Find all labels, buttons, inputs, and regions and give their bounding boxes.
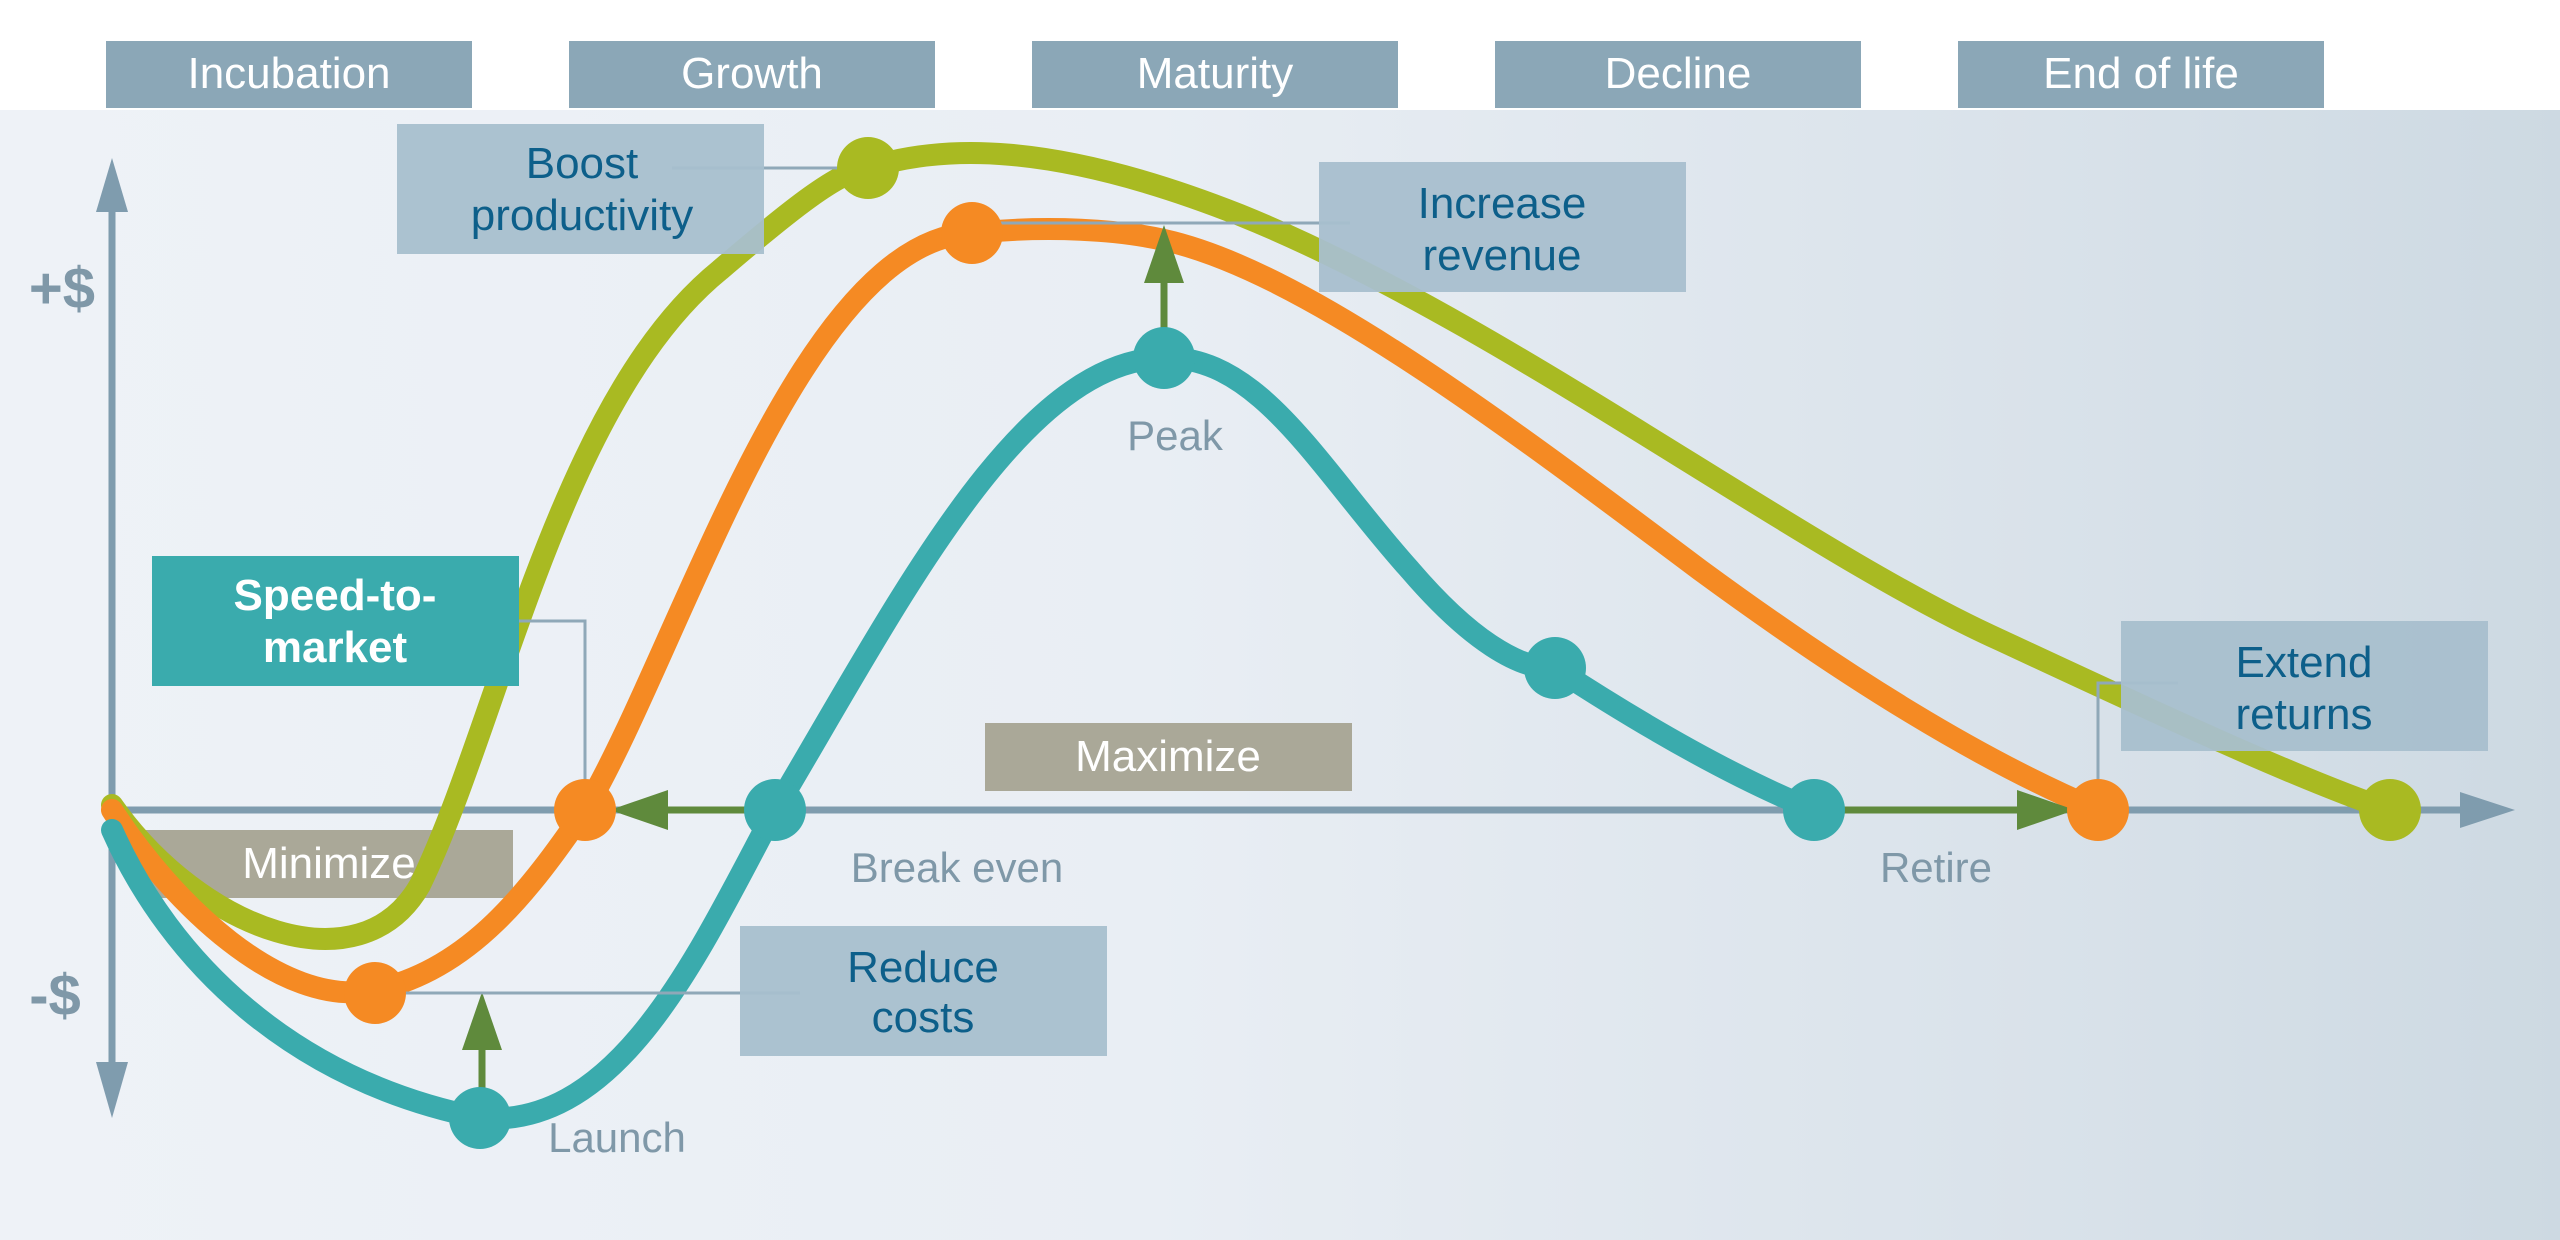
phase-label-decline: Decline	[1605, 49, 1752, 98]
y-axis: +$ -$	[29, 158, 128, 1118]
y-axis-plus-label: +$	[29, 256, 95, 321]
phase-label-maturity: Maturity	[1137, 49, 1293, 98]
minimize-box: Minimize	[145, 830, 513, 898]
x-axis-arrow-icon	[2460, 792, 2515, 828]
break-even-label: Break even	[851, 844, 1063, 891]
phase-label-end-of-life: End of life	[2043, 49, 2239, 98]
green-end-point	[2359, 779, 2421, 841]
maximize-label: Maximize	[1075, 732, 1261, 781]
orange-break-even-point	[554, 779, 616, 841]
curve-points	[344, 137, 2421, 1149]
teal-break-even-point	[744, 779, 806, 841]
x-axis	[112, 792, 2515, 828]
break-even-left-arrow-icon	[610, 790, 760, 830]
phase-headers: Incubation Growth Maturity Decline End o…	[106, 41, 2324, 108]
green-curve	[101, 142, 2401, 950]
phase-end-of-life: End of life	[1958, 41, 2324, 108]
orange-peak-point	[941, 202, 1003, 264]
phase-label-incubation: Incubation	[187, 49, 390, 98]
minimize-label: Minimize	[242, 839, 416, 888]
teal-retire-point	[1783, 779, 1845, 841]
orange-trough-point	[344, 962, 406, 1024]
phase-maturity: Maturity	[1032, 41, 1398, 108]
extend-callout: Extend returns	[2121, 621, 2488, 751]
retire-label: Retire	[1880, 844, 1992, 891]
retire-right-arrow-icon	[1830, 790, 2075, 830]
boost-callout: Boost productivity	[397, 124, 764, 254]
launch-label: Launch	[548, 1114, 686, 1161]
speed-callout: Speed-to- market	[152, 556, 519, 686]
teal-decline-point	[1524, 637, 1586, 699]
green-peak-point	[837, 137, 899, 199]
phase-growth: Growth	[569, 41, 935, 108]
peak-label: Peak	[1127, 412, 1224, 459]
speed-label-line2: market	[263, 623, 408, 672]
phase-label-growth: Growth	[681, 49, 823, 98]
teal-peak-point	[1133, 327, 1195, 389]
orange-retire-point	[2067, 779, 2129, 841]
extend-label-line1: Extend	[2236, 638, 2373, 687]
maximize-box: Maximize	[985, 723, 1352, 791]
speed-label-line1: Speed-to-	[234, 571, 437, 620]
increase-label-line1: Increase	[1418, 179, 1587, 228]
reduce-label-line2: costs	[872, 993, 975, 1042]
increase-callout: Increase revenue	[1319, 162, 1686, 292]
reduce-callout: Reduce costs	[740, 926, 1107, 1056]
boost-label-line1: Boost	[526, 139, 639, 188]
teal-launch-point	[449, 1087, 511, 1149]
phase-decline: Decline	[1495, 41, 1861, 108]
reduce-label-line1: Reduce	[847, 943, 999, 992]
y-axis-down-arrow-icon	[96, 1062, 128, 1118]
y-axis-up-arrow-icon	[96, 158, 128, 212]
extend-label-line2: returns	[2236, 690, 2373, 739]
increase-label-line2: revenue	[1422, 231, 1581, 280]
phase-incubation: Incubation	[106, 41, 472, 108]
boost-label-line2: productivity	[471, 191, 694, 240]
y-axis-minus-label: -$	[29, 963, 81, 1028]
